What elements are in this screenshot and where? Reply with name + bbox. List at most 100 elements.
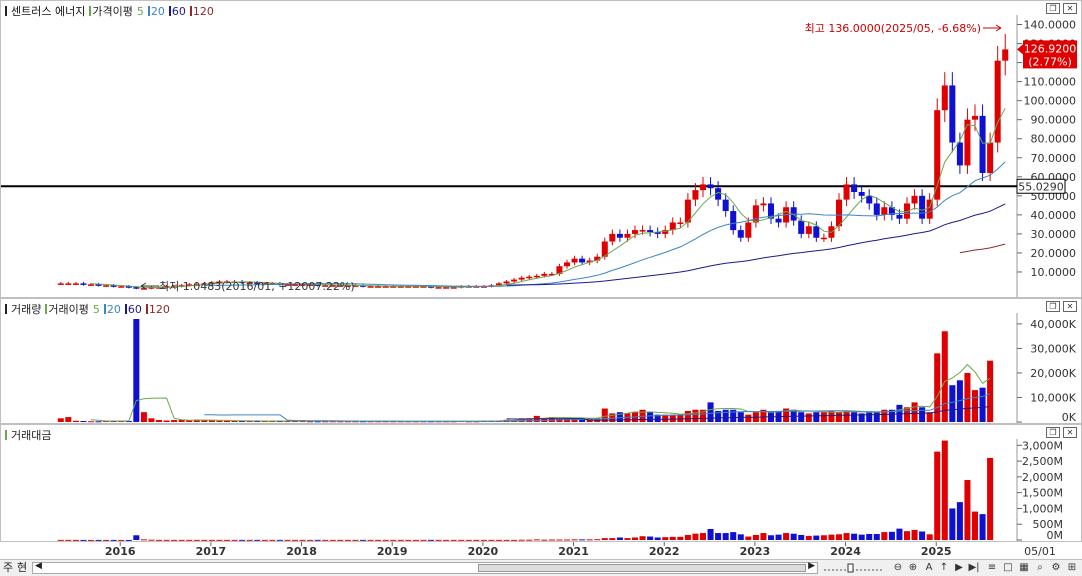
volume-bar	[971, 390, 979, 422]
candle-body	[624, 233, 631, 238]
volume-bar	[322, 421, 329, 423]
candle-body	[299, 284, 306, 286]
amount-bar	[193, 539, 200, 541]
amount-bar	[87, 539, 95, 541]
zoom-slider[interactable]	[822, 561, 884, 574]
legend-ma20[interactable]: 20	[147, 5, 165, 18]
volume-bar	[80, 421, 87, 423]
volume-bar	[858, 413, 865, 422]
legend-ma-label[interactable]: 가격이평	[89, 3, 133, 19]
legend-vma5[interactable]: 5	[92, 302, 100, 316]
amount-bar	[541, 539, 548, 541]
x-last-date-label: 05/01	[1024, 545, 1056, 558]
amount-bar	[790, 533, 797, 540]
candle-body	[964, 119, 971, 166]
amount-bar	[956, 502, 963, 540]
candle-body	[715, 188, 722, 200]
amount-pane-title: 거래대금	[5, 427, 51, 443]
amount-bar	[503, 539, 510, 541]
scroll-left-icon[interactable]: ◀	[35, 561, 42, 571]
amount-bar	[639, 536, 646, 540]
current-price-label: 126.9200	[1024, 42, 1077, 55]
close-icon[interactable]: ✕	[1063, 427, 1077, 438]
gear-icon[interactable]: ⚙	[1051, 562, 1061, 573]
legend-vma120[interactable]: 120	[145, 303, 170, 316]
period-button[interactable]: 주	[3, 561, 14, 574]
candle-body	[858, 192, 865, 196]
amount-bar	[186, 539, 193, 541]
restore-icon[interactable]: ❐	[1046, 3, 1060, 14]
candle-body	[541, 273, 548, 276]
amount-bar	[367, 539, 374, 541]
candle-body	[314, 284, 321, 286]
scroll-right-icon[interactable]: ▶	[808, 561, 815, 571]
ma120-line	[959, 243, 1006, 254]
legend-ma60[interactable]: 60	[168, 5, 186, 18]
candle-body	[480, 286, 487, 288]
legend-ma120[interactable]: 120	[189, 5, 214, 18]
legend-vma60[interactable]: 60	[124, 303, 142, 316]
volume-bar	[95, 421, 102, 423]
volume-bar	[722, 409, 729, 422]
candle-body	[866, 195, 873, 204]
close-icon[interactable]: ✕	[1063, 301, 1077, 312]
amount-bar	[284, 539, 291, 541]
x-tick-label: 2019	[377, 545, 408, 558]
current-button[interactable]: 현	[17, 561, 28, 574]
volume-bar	[314, 421, 321, 423]
extra-icon[interactable]: ⊞	[1067, 562, 1077, 573]
amount-bar	[412, 539, 419, 541]
amount-bar	[888, 531, 895, 540]
grid-icon[interactable]: ▦	[1019, 562, 1029, 573]
amount-bar	[616, 537, 623, 540]
legend-marker-icon	[103, 304, 106, 314]
text-tool-icon[interactable]: A	[925, 562, 933, 573]
step-icon[interactable]: ▶|	[968, 562, 980, 573]
hline-value-label: 55.0290	[1018, 180, 1064, 193]
amount-bar	[133, 535, 140, 540]
volume-bar	[798, 412, 805, 422]
stock-name: 센트러스 에너지	[11, 5, 86, 18]
amount-bar	[594, 539, 601, 541]
title-marker-icon	[5, 430, 7, 440]
restore-icon[interactable]: ❐	[1046, 427, 1060, 438]
amount-bar	[851, 533, 858, 540]
amount-bar	[223, 539, 231, 541]
amount-bar	[926, 534, 933, 540]
close-icon[interactable]: ✕	[1063, 3, 1077, 14]
volume-bar	[820, 412, 827, 422]
zoom-out-icon[interactable]: ⊖	[893, 562, 903, 573]
zoom-in-icon[interactable]: ⊕	[908, 562, 918, 573]
play-icon[interactable]: ▶	[955, 562, 963, 573]
candle-body	[201, 283, 208, 285]
volume-bar	[601, 408, 608, 422]
search-icon[interactable]: ⌕	[1037, 562, 1043, 573]
volume-bar	[919, 407, 926, 422]
legend-vma20[interactable]: 20	[103, 303, 121, 316]
amount-bar	[110, 539, 117, 541]
candle-body	[775, 218, 782, 223]
chart-scrollbar[interactable]: ◀ ▶	[32, 561, 818, 574]
legend-vma-label[interactable]: 거래이평	[45, 301, 89, 317]
volume-bar	[903, 407, 911, 422]
arrow-up-icon[interactable]: ↑	[939, 562, 949, 573]
amount-bar	[715, 533, 722, 540]
amount-bar	[201, 539, 208, 541]
volume-bar	[65, 417, 72, 422]
candle-body	[699, 184, 707, 191]
legend-marker-icon	[168, 6, 171, 16]
scrollbar-thumb[interactable]	[478, 564, 806, 572]
candle-body	[873, 203, 880, 215]
restore-icon[interactable]: ❐	[1046, 301, 1060, 312]
volume-bar	[707, 402, 714, 422]
amount-bar	[125, 539, 132, 541]
candle-body	[443, 287, 450, 289]
amount-bar	[473, 539, 480, 541]
legend-ma5[interactable]: 5	[136, 4, 144, 18]
amount-bar	[375, 539, 382, 541]
list-icon[interactable]: ≡	[987, 562, 997, 573]
box-icon[interactable]: □	[1003, 562, 1013, 573]
volume-bar	[261, 421, 268, 423]
candle-body	[571, 258, 578, 263]
candle-body	[412, 286, 419, 288]
